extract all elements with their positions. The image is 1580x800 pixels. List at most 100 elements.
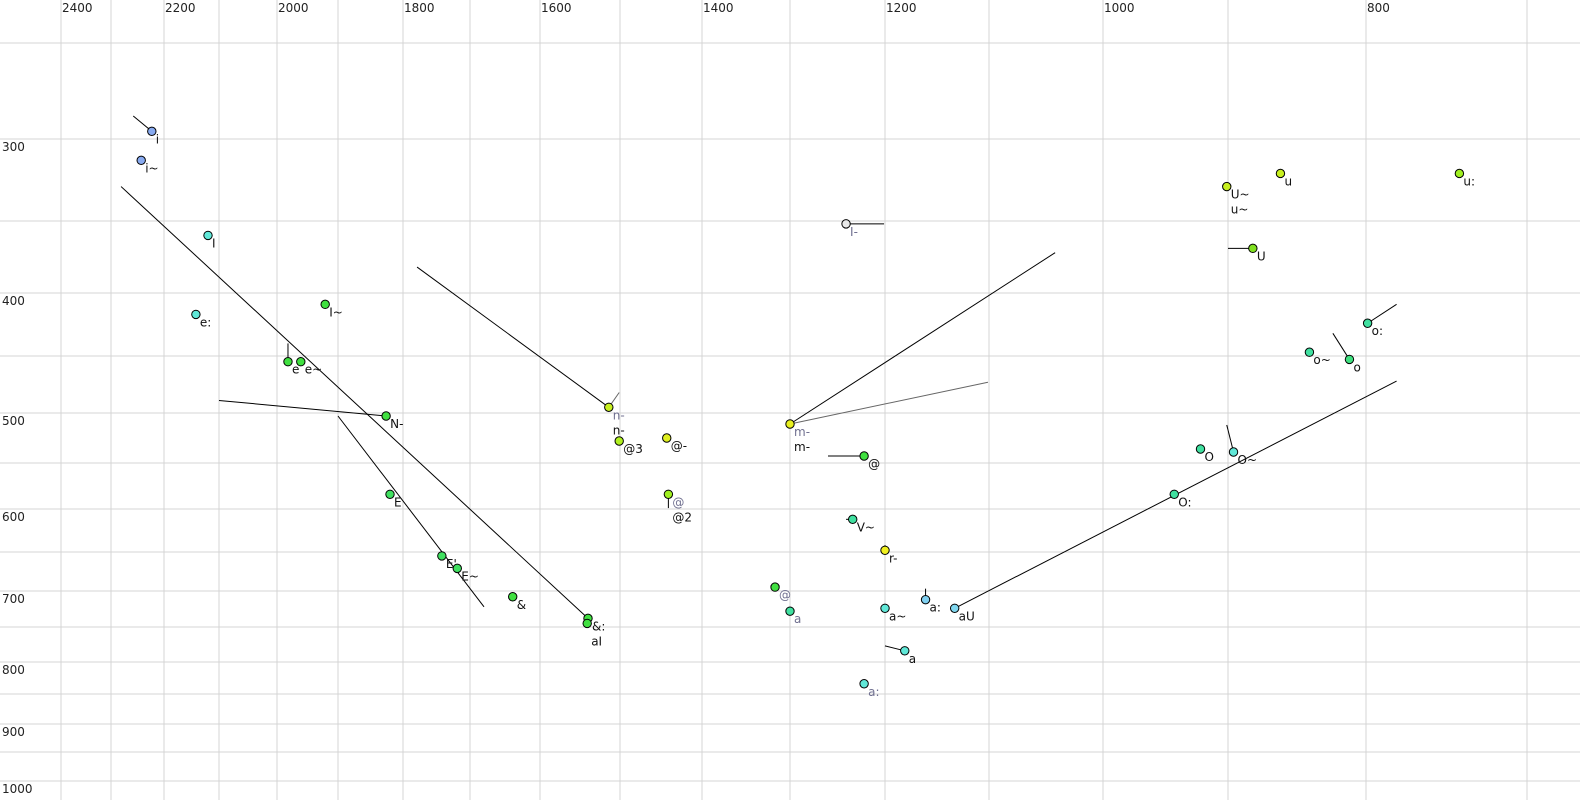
point-label: N- bbox=[390, 417, 403, 431]
x-tick-label: 2400 bbox=[62, 1, 93, 15]
data-point bbox=[1362, 318, 1373, 328]
trajectory-line bbox=[218, 399, 387, 417]
point-label: o bbox=[1353, 360, 1360, 374]
y-tick-label: 800 bbox=[2, 663, 25, 677]
data-point bbox=[662, 433, 672, 443]
point-label: I bbox=[212, 236, 216, 250]
data-point bbox=[1195, 444, 1206, 454]
data-point bbox=[1169, 489, 1179, 499]
point-label: O~ bbox=[1238, 453, 1258, 467]
data-point bbox=[508, 592, 518, 602]
trajectory-line bbox=[789, 252, 1056, 425]
y-tick-label: 600 bbox=[2, 510, 25, 524]
data-point bbox=[785, 419, 795, 429]
point-label: o: bbox=[1372, 324, 1383, 338]
point-label: o~ bbox=[1313, 353, 1330, 367]
point-label: @3 bbox=[623, 442, 643, 456]
data-point bbox=[1275, 168, 1286, 179]
data-point bbox=[582, 618, 592, 629]
data-point bbox=[437, 551, 447, 561]
data-point bbox=[848, 514, 858, 525]
point-label: m- bbox=[794, 425, 810, 439]
data-point bbox=[841, 219, 851, 229]
point-label: u~ bbox=[1231, 203, 1249, 217]
point-label: a bbox=[909, 652, 916, 666]
point-label: r- bbox=[889, 551, 898, 565]
y-tick-label: 700 bbox=[2, 592, 25, 606]
data-point bbox=[900, 646, 910, 656]
data-point bbox=[604, 402, 614, 412]
point-label: O bbox=[1205, 450, 1214, 464]
point-label: m- bbox=[794, 440, 810, 454]
point-label: a~ bbox=[889, 609, 906, 623]
point-label: E bbox=[394, 495, 402, 509]
point-label: O: bbox=[1178, 495, 1191, 509]
trajectory-line bbox=[416, 266, 610, 408]
point-label: E~ bbox=[461, 569, 479, 583]
point-label: &: bbox=[592, 619, 605, 633]
data-point bbox=[385, 489, 395, 499]
data-point bbox=[859, 679, 869, 689]
data-point bbox=[283, 357, 293, 367]
point-label: @ bbox=[672, 495, 684, 509]
data-point bbox=[191, 309, 201, 320]
data-point bbox=[785, 606, 795, 616]
point-label: a: bbox=[868, 685, 879, 699]
point-label: u: bbox=[1463, 174, 1475, 188]
data-point bbox=[770, 582, 780, 592]
y-tick-label: 300 bbox=[2, 140, 25, 154]
point-label: V~ bbox=[857, 520, 875, 534]
y-tick-label: 900 bbox=[2, 725, 25, 739]
data-point bbox=[880, 603, 890, 613]
x-tick-label: 2200 bbox=[165, 1, 196, 15]
data-point bbox=[1228, 447, 1239, 457]
y-tick-label: 1000 bbox=[2, 782, 33, 796]
x-tick-label: 1800 bbox=[404, 1, 435, 15]
trajectory-line bbox=[1332, 333, 1350, 360]
point-label: @ bbox=[868, 457, 880, 471]
data-point bbox=[663, 489, 674, 499]
y-tick-label: 400 bbox=[2, 294, 25, 308]
point-label: U~ bbox=[1231, 188, 1250, 202]
data-point bbox=[1222, 181, 1232, 192]
trajectories bbox=[120, 115, 1397, 652]
data-point bbox=[920, 594, 931, 605]
data-point bbox=[320, 299, 330, 310]
point-label: @2 bbox=[672, 510, 692, 524]
point-label: a bbox=[794, 612, 801, 626]
trajectory-line bbox=[337, 415, 485, 608]
data-point bbox=[880, 545, 890, 555]
trajectory-line bbox=[789, 381, 989, 425]
trajectory-line bbox=[120, 186, 589, 619]
x-tick-label: 1200 bbox=[886, 1, 917, 15]
data-point bbox=[296, 357, 306, 367]
point-label: e: bbox=[200, 315, 211, 329]
data-point bbox=[859, 451, 869, 461]
data-point bbox=[203, 230, 213, 241]
data-point bbox=[949, 603, 960, 613]
data-point bbox=[614, 436, 624, 446]
x-tick-label: 1600 bbox=[541, 1, 572, 15]
point-label: @ bbox=[779, 588, 791, 602]
point-label: U bbox=[1257, 249, 1266, 263]
point-label: i~ bbox=[145, 161, 158, 175]
y-tick-label: 500 bbox=[2, 414, 25, 428]
point-label: aU bbox=[959, 609, 975, 623]
point-label: I~ bbox=[329, 305, 343, 319]
tick-labels: 2400 2200 2000 1800 1600 1400 1200 1000 800 300 40… bbox=[2, 1, 1390, 796]
point-label: @- bbox=[671, 439, 687, 453]
data-point bbox=[381, 411, 391, 421]
data-point bbox=[452, 563, 462, 574]
x-tick-label: 2000 bbox=[278, 1, 309, 15]
point-label: aI bbox=[591, 634, 602, 648]
point-label: E' bbox=[446, 557, 457, 571]
data-point bbox=[1248, 243, 1258, 254]
point-label: i bbox=[156, 132, 159, 146]
x-tick-label: 1000 bbox=[1104, 1, 1135, 15]
data-point bbox=[1304, 347, 1315, 357]
data-point bbox=[147, 126, 157, 137]
data-point bbox=[1344, 354, 1355, 365]
point-label: n- bbox=[613, 423, 625, 437]
x-tick-label: 1400 bbox=[703, 1, 734, 15]
